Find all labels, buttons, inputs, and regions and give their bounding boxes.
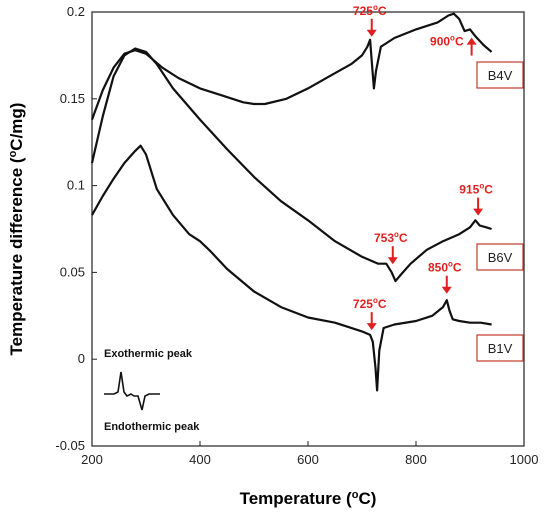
- series-label-b6v: B6V: [488, 250, 513, 265]
- y-tick-label: -0.05: [55, 438, 85, 453]
- peak-annotation-label: 900oC: [430, 34, 464, 49]
- x-tick-label: 1000: [510, 452, 539, 467]
- peak-annotation-label: 725oC: [353, 296, 387, 311]
- peak-annotation: 753oC: [374, 230, 408, 265]
- inset-endo-label: Endothermic peak: [104, 421, 200, 433]
- peak-annotation-label: 753oC: [374, 230, 408, 245]
- inset-peak-icon: [104, 371, 160, 411]
- y-axis-title: Temperature difference (oC/mg): [7, 103, 26, 356]
- x-tick-label: 800: [405, 452, 427, 467]
- series-line-b1v: [91, 144, 492, 392]
- series-label-box-b4v: B4V: [476, 61, 524, 89]
- peak-annotation: 725oC: [353, 3, 387, 37]
- series-label-box-b1v: B1V: [476, 334, 524, 362]
- plot-frame: [91, 11, 525, 447]
- annotation-layer: 725oC 900oC 753oC 915oC 725oC 850oC: [353, 3, 493, 331]
- y-tick-label: 0.1: [67, 178, 85, 193]
- peak-annotation: 725oC: [353, 296, 387, 331]
- x-tick-label: 200: [81, 452, 103, 467]
- peak-annotation: 915oC: [459, 182, 493, 216]
- series-label-b1v: B1V: [488, 341, 513, 356]
- peak-annotation-label: 850oC: [428, 260, 462, 275]
- x-tick-label: 600: [297, 452, 319, 467]
- peak-annotation: 900oC: [430, 34, 477, 56]
- peak-annotation: 850oC: [428, 260, 462, 294]
- y-axis-ticks: -0.05 0 0.05 0.1 0.15 0.2: [55, 4, 97, 453]
- series-label-b4v: B4V: [488, 68, 513, 83]
- series-layer: [90, 12, 493, 392]
- y-tick-label: 0.05: [60, 264, 85, 279]
- x-axis-ticks: 200 400 600 800 1000: [81, 441, 538, 467]
- series-line-b6v: [90, 47, 492, 283]
- peak-annotation-label: 915oC: [459, 182, 493, 197]
- x-tick-label: 400: [189, 452, 211, 467]
- y-tick-label: 0.15: [60, 91, 85, 106]
- series-line-b4v: [90, 12, 493, 120]
- y-tick-label: 0: [78, 351, 85, 366]
- series-label-box-b6v: B6V: [476, 243, 524, 271]
- peak-annotation-label: 725oC: [353, 3, 387, 18]
- y-tick-label: 0.2: [67, 4, 85, 19]
- x-axis-title: Temperature (oC): [240, 489, 377, 508]
- inset-exo-label: Exothermic peak: [104, 348, 193, 360]
